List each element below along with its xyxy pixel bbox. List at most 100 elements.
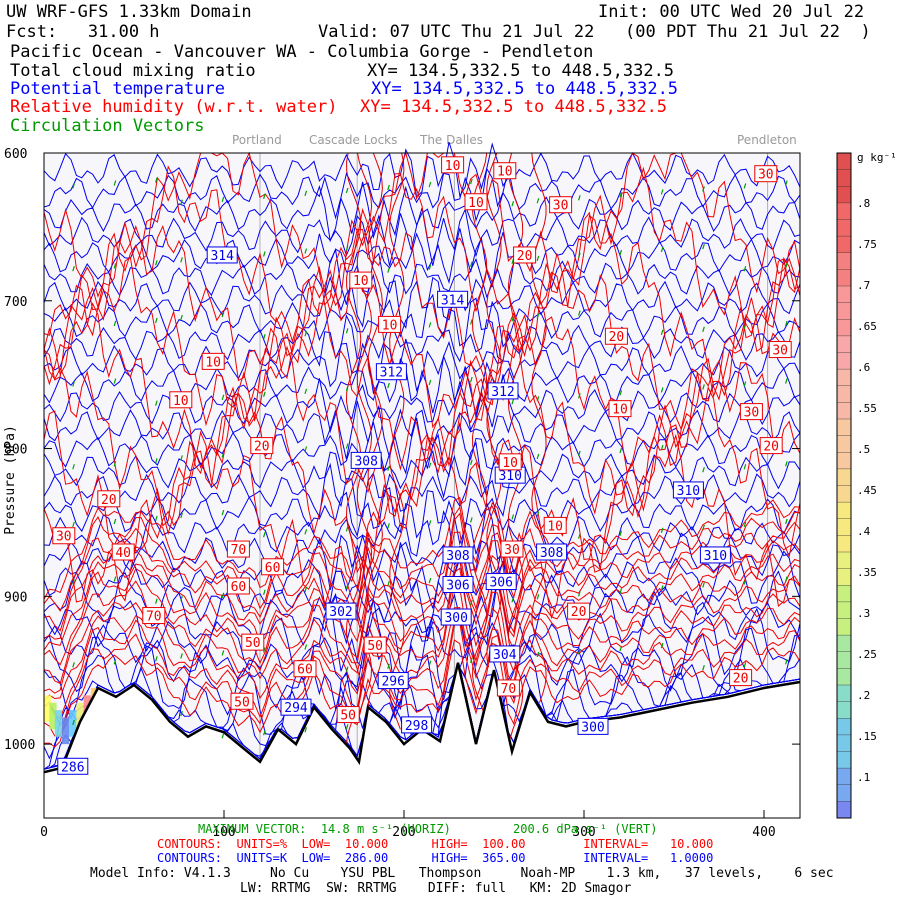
- circulation-vector: [470, 600, 473, 606]
- circulation-vector: [428, 660, 432, 666]
- colorbar-segment: [837, 635, 851, 653]
- circulation-vector: [619, 249, 623, 256]
- circulation-vector: [702, 582, 705, 588]
- theta-label: 304: [493, 648, 517, 663]
- axes: 60070080090010000100200300400Distance (k…: [3, 147, 800, 840]
- colorbar-segment: [837, 302, 851, 320]
- circulation-vector: [470, 178, 473, 185]
- circulation-vector: [578, 393, 581, 399]
- rh-label-box: [111, 543, 135, 561]
- rh-contour-line: [43, 430, 801, 620]
- rh-label: 10: [445, 159, 461, 174]
- circulation-vector: [743, 183, 747, 189]
- circulation-vector: [345, 526, 349, 532]
- colorbar-label: .1: [857, 771, 870, 784]
- colorbar-label: .8: [857, 197, 870, 210]
- x-tick-label: 0: [40, 825, 48, 840]
- variable-theta: Potential temperature: [10, 79, 225, 99]
- circulation-vector: [304, 331, 308, 337]
- y-tick-label: 600: [4, 147, 27, 162]
- circulation-vector: [113, 180, 117, 186]
- cloud-fill-cell: [44, 695, 52, 722]
- colorbar-label: .75: [857, 238, 877, 251]
- rh-contour-line: [43, 343, 801, 527]
- colorbar-segment: [837, 219, 851, 237]
- circulation-vector: [155, 260, 158, 266]
- cross-section-path: Pacific Ocean - Vancouver WA - Columbia …: [10, 42, 594, 62]
- rh-label: 20: [733, 672, 749, 687]
- rh-label-box: [768, 341, 792, 359]
- terrain-ground: [44, 662, 800, 818]
- max-vector-horizontal: MAXIMUM VECTOR: 14.8 m s⁻¹ (HORIZ): [198, 822, 451, 836]
- circulation-vector: [387, 580, 390, 587]
- cloud-fill-cell: [76, 702, 84, 730]
- rh-label-box: [349, 271, 373, 289]
- circulation-vector: [660, 444, 664, 451]
- rh-label-box: [498, 453, 522, 471]
- circulation-vector: [304, 644, 308, 650]
- rh-label: 40: [115, 546, 131, 561]
- rh-label: 20: [609, 330, 625, 345]
- rh-label: 10: [547, 519, 563, 534]
- theta-label: 312: [380, 366, 403, 381]
- circulation-vector: [536, 255, 540, 262]
- theta-contour-line: [43, 181, 801, 243]
- circulation-vector: [619, 530, 623, 536]
- colorbar-segment: [837, 369, 851, 387]
- contour-labels: 314 314 312 312 308 310 310 310 308 308 306 306 302 3…: [52, 156, 792, 775]
- circulation-vector: [578, 533, 581, 539]
- colorbar-segment: [837, 335, 851, 353]
- rh-label: 60: [231, 580, 247, 595]
- cloud-fill-cell: [54, 710, 62, 737]
- theta-label-box: [536, 543, 568, 561]
- circulation-vector: [785, 461, 788, 467]
- circulation-vector: [660, 329, 664, 335]
- rh-contour-line: [43, 614, 801, 719]
- rh-contour-line: [43, 165, 801, 353]
- rh-label: 20: [254, 440, 270, 455]
- x-tick-label: 200: [392, 825, 415, 840]
- circulation-vector: [578, 195, 581, 201]
- circulation-vector: [72, 579, 75, 585]
- theta-label-box: [206, 246, 238, 264]
- circulation-vector: [578, 648, 581, 655]
- x-tick-label: 300: [572, 825, 595, 840]
- circulation-vector: [511, 399, 515, 405]
- theta-contour-line: [43, 558, 801, 639]
- colorbar-segment: [837, 269, 851, 287]
- circulation-vector: [72, 662, 75, 668]
- theta-contour-line: [43, 248, 801, 305]
- rh-label-box: [363, 636, 387, 654]
- circulation-vector: [511, 201, 515, 207]
- circulation-vector: [470, 376, 473, 383]
- location-the-dalles: The Dalles: [420, 133, 484, 147]
- theta-label-box: [375, 363, 407, 381]
- circulation-vector: [72, 464, 75, 470]
- circulation-vector: [72, 266, 75, 272]
- rh-label-box: [250, 437, 274, 455]
- circulation-vector: [428, 520, 432, 526]
- circulation-vector: [702, 524, 705, 531]
- circulation-vector: [221, 650, 225, 656]
- circulation-vector: [428, 577, 432, 584]
- circulation-vector: [702, 186, 705, 192]
- circulation-vector: [155, 458, 158, 464]
- rh-label: 30: [553, 199, 569, 214]
- rh-label: 30: [772, 344, 788, 359]
- circulation-vector: [304, 190, 308, 197]
- circulation-vector: [660, 246, 664, 253]
- rh-label: 10: [382, 318, 398, 333]
- rh-label-box: [336, 706, 360, 724]
- circulation-vector: [578, 591, 581, 597]
- circulation-vector: [263, 334, 266, 340]
- rh-contour-line: [43, 567, 801, 685]
- init-time: Init: 00 UTC Wed 20 Jul 22: [598, 2, 865, 22]
- circulation-vector: [578, 252, 581, 259]
- circulation-vector: [387, 184, 390, 191]
- theta-contour-line: [43, 141, 801, 199]
- rh-contour-line: [43, 207, 801, 399]
- circulation-vector: [155, 598, 158, 604]
- theta-label: 306: [446, 579, 469, 594]
- theta-label-box: [280, 698, 312, 716]
- circulation-vector: [221, 733, 225, 739]
